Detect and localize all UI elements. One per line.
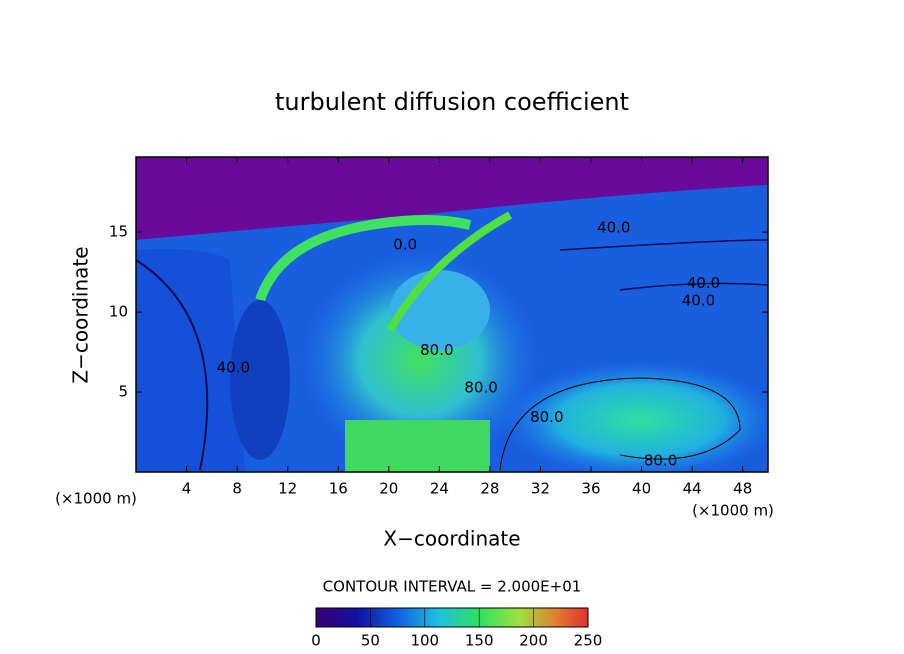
y-tick-label: 10 bbox=[109, 303, 128, 321]
contour-label: 40.0 bbox=[682, 291, 715, 309]
contour-label: 40.0 bbox=[597, 219, 630, 237]
x-tick-label: 48 bbox=[733, 480, 752, 498]
y-axis-label: Z−coordinate bbox=[69, 246, 93, 383]
contour-label: 40.0 bbox=[687, 274, 720, 292]
x-tick-label: 8 bbox=[232, 480, 242, 498]
contour-interval: CONTOUR INTERVAL = 2.000E+01 bbox=[323, 578, 582, 596]
x-tick-label: 16 bbox=[329, 480, 348, 498]
x-tick-label: 20 bbox=[379, 480, 398, 498]
x-unit-right: (×1000 m) bbox=[692, 502, 774, 520]
contour-label: 80.0 bbox=[530, 408, 563, 426]
colorbar bbox=[315, 607, 589, 628]
colorbar-tick-label: 0 bbox=[311, 632, 321, 650]
x-tick-label: 4 bbox=[182, 480, 192, 498]
x-unit-left: (×1000 m) bbox=[55, 490, 137, 508]
colorbar-tick-label: 200 bbox=[519, 632, 548, 650]
plot-frame bbox=[135, 156, 769, 473]
y-tick-label: 5 bbox=[118, 383, 128, 401]
colorbar-tick-label: 100 bbox=[410, 632, 439, 650]
contour-field bbox=[136, 157, 768, 472]
contour-label: 0.0 bbox=[393, 235, 417, 253]
x-tick-label: 28 bbox=[480, 480, 499, 498]
x-tick-label: 44 bbox=[683, 480, 702, 498]
x-tick-label: 24 bbox=[430, 480, 449, 498]
x-tick-label: 12 bbox=[278, 480, 297, 498]
contour-label: 80.0 bbox=[644, 451, 677, 469]
colorbar-tick-label: 50 bbox=[361, 632, 380, 650]
colorbar-tick-label: 150 bbox=[465, 632, 494, 650]
chart-title: turbulent diffusion coefficient bbox=[275, 88, 629, 116]
contour-label: 80.0 bbox=[420, 341, 453, 359]
x-axis-label: X−coordinate bbox=[383, 527, 520, 551]
x-tick-label: 36 bbox=[581, 480, 600, 498]
contour-label: 40.0 bbox=[217, 359, 250, 377]
x-tick-label: 40 bbox=[632, 480, 651, 498]
colorbar-tick-label: 250 bbox=[574, 632, 603, 650]
x-tick-label: 32 bbox=[531, 480, 550, 498]
contour-label: 80.0 bbox=[464, 379, 497, 397]
y-tick-label: 15 bbox=[109, 223, 128, 241]
